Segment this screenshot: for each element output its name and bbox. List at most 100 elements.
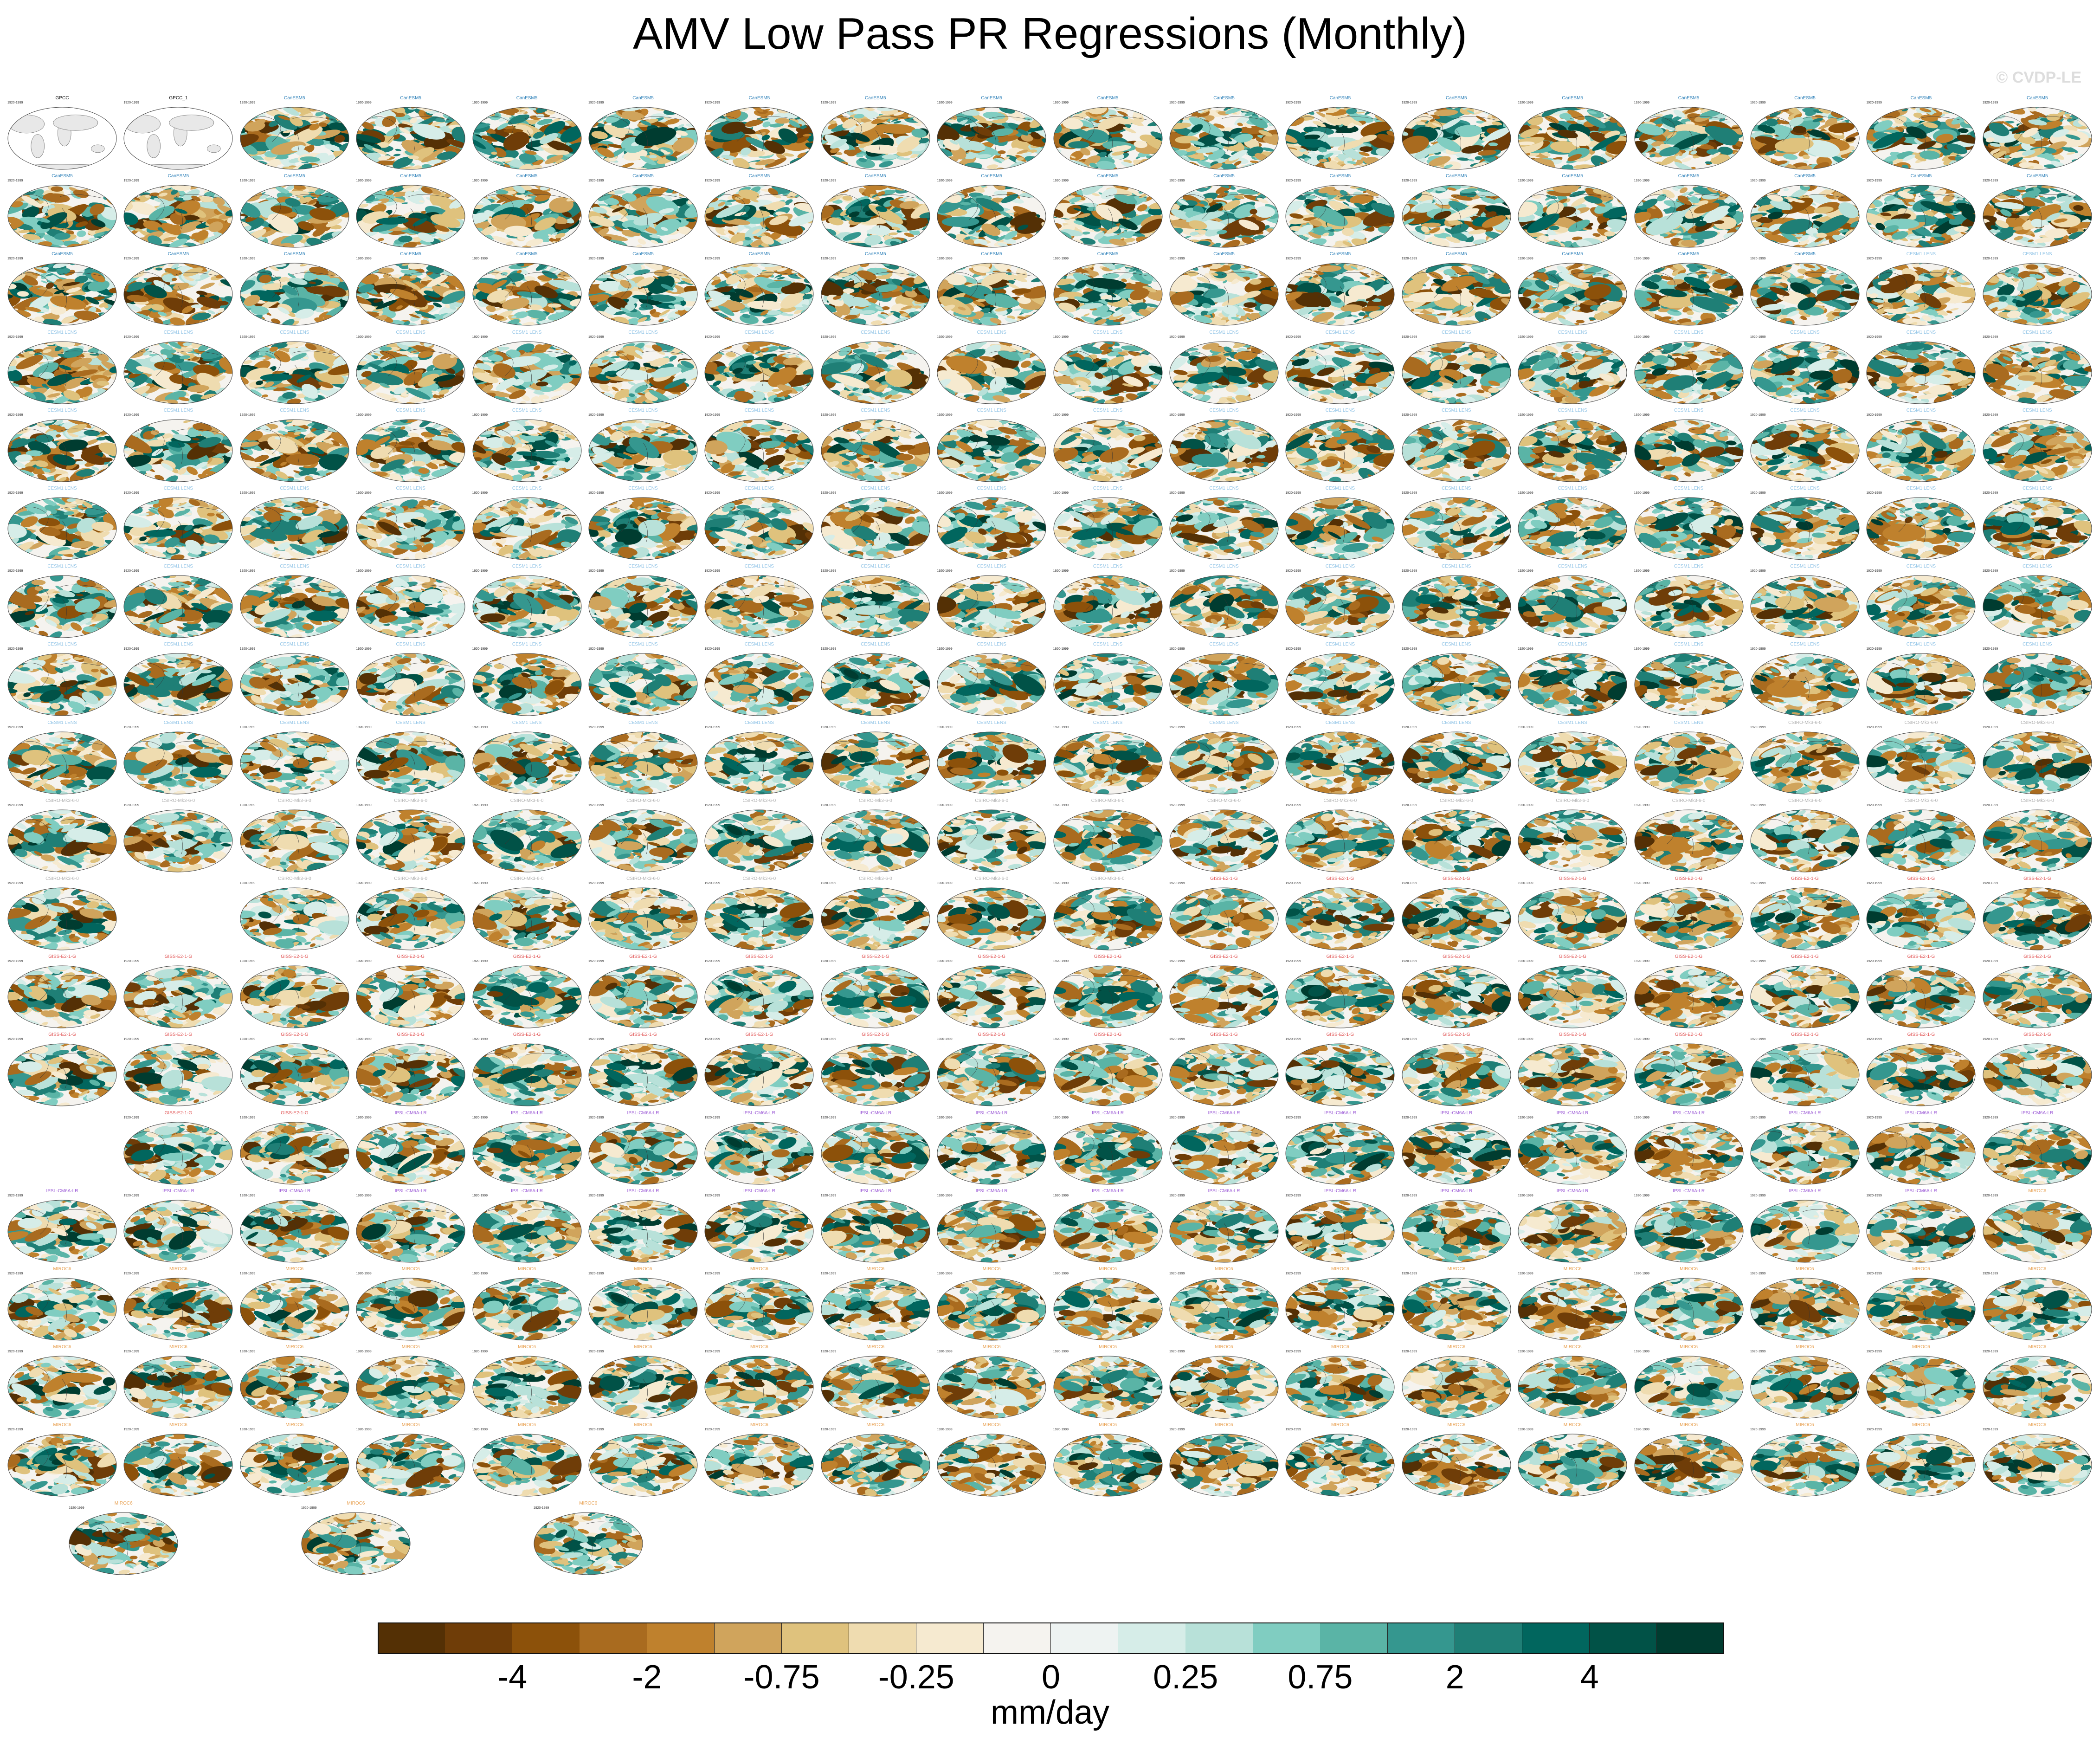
panel-years-label: 1920-1999 xyxy=(1518,1350,1533,1353)
panel-title: GISS-E2-1-G xyxy=(122,954,234,960)
model-map-panel: 1920-1999 CanESM5 xyxy=(239,96,350,172)
regression-map xyxy=(1169,497,1279,560)
panel-title: CanESM5 xyxy=(936,174,1047,179)
panel-years-label: 1920-1999 xyxy=(1053,1116,1069,1119)
model-map-panel: 1920-1999 CESM1 LENS xyxy=(355,486,466,562)
panel-years-label: 1920-1999 xyxy=(1518,101,1533,104)
panel-title: CESM1 LENS xyxy=(239,642,350,647)
model-map-panel: 1920-1999 CESM1 LENS xyxy=(355,720,466,796)
model-map-panel: 1920-1999 MIROC6 xyxy=(122,1267,234,1343)
regression-map xyxy=(704,1434,814,1497)
regression-map xyxy=(356,1278,465,1341)
panel-years-label: 1920-1999 xyxy=(1402,179,1417,182)
model-map-panel: 1920-1999 CESM1 LENS xyxy=(1749,330,1861,406)
regression-map xyxy=(588,107,698,170)
panel-years-label: 1920-1999 xyxy=(1983,179,1998,182)
panel-title: CESM1 LENS xyxy=(1168,720,1280,726)
panel-title: CESM1 LENS xyxy=(587,486,699,491)
regression-map xyxy=(472,1043,582,1106)
model-map-panel: 1920-1999 CanESM5 xyxy=(936,174,1047,250)
panel-years-label: 1920-1999 xyxy=(240,414,255,417)
regression-map xyxy=(1402,1043,1511,1106)
panel-title: CanESM5 xyxy=(820,96,931,101)
regression-map xyxy=(1053,107,1163,170)
model-map-panel: 1920-1999 IPSL-CM6A-LR xyxy=(239,1189,350,1265)
model-map-panel: 1920-1999 CSIRO-Mk3-6-0 xyxy=(936,876,1047,952)
panel-years-label: 1920-1999 xyxy=(1402,1116,1417,1119)
model-map-panel: 1920-1999 CSIRO-Mk3-6-0 xyxy=(6,876,118,952)
regression-map xyxy=(821,1356,930,1419)
model-map-panel: 1920-1999 CESM1 LENS xyxy=(587,720,699,796)
model-map-panel: 1920-1999 CSIRO-Mk3-6-0 xyxy=(1052,876,1164,952)
regression-map xyxy=(1285,1434,1395,1497)
regression-map xyxy=(472,965,582,1028)
panel-years-label: 1920-1999 xyxy=(704,257,720,260)
panel-title: CSIRO-Mk3-6-0 xyxy=(1982,798,2093,804)
panel-years-label: 1920-1999 xyxy=(1634,1272,1649,1275)
model-map-panel: 1920-1999 GISS-E2-1-G xyxy=(1168,876,1280,952)
panel-title: CSIRO-Mk3-6-0 xyxy=(703,798,815,804)
panel-title: CSIRO-Mk3-6-0 xyxy=(587,798,699,804)
panel-years-label: 1920-1999 xyxy=(1518,804,1533,807)
regression-map xyxy=(1518,965,1627,1028)
regression-map xyxy=(704,1043,814,1106)
panel-title: CESM1 LENS xyxy=(936,642,1047,647)
regression-map xyxy=(240,1122,349,1185)
colorbar xyxy=(378,1622,1725,1654)
panel-years-label: 1920-1999 xyxy=(472,414,488,417)
panel-title: CESM1 LENS xyxy=(587,330,699,336)
model-map-panel: 1920-1999 CanESM5 xyxy=(1401,252,1512,328)
model-map-panel: 1920-1999 CSIRO-Mk3-6-0 xyxy=(1401,798,1512,874)
model-map-panel: 1920-1999 CanESM5 xyxy=(1633,96,1745,172)
regression-map xyxy=(704,887,814,950)
model-map-panel: 1920-1999 GISS-E2-1-G xyxy=(1401,954,1512,1030)
regression-map xyxy=(1169,731,1279,795)
panel-years-label: 1920-1999 xyxy=(1053,101,1069,104)
regression-map xyxy=(472,185,582,248)
panel-title: CESM1 LENS xyxy=(1517,564,1628,569)
regression-map xyxy=(1750,809,1860,872)
panel-years-label: 1920-1999 xyxy=(1866,1194,1881,1197)
colorbar-tick-label: -0.75 xyxy=(744,1659,820,1696)
regression-map xyxy=(1634,575,1744,638)
regression-map xyxy=(1983,1200,2092,1263)
model-map-panel: 1920-1999 IPSL-CM6A-LR xyxy=(122,1189,234,1265)
panel-years-label: 1920-1999 xyxy=(472,1038,488,1041)
panel-title: CESM1 LENS xyxy=(1633,642,1745,647)
model-map-panel: 1920-1999 GISS-E2-1-G xyxy=(1517,876,1628,952)
panel-title: MIROC6 xyxy=(703,1267,815,1272)
regression-map xyxy=(937,419,1046,482)
regression-map xyxy=(1634,341,1744,404)
panel-title: GISS-E2-1-G xyxy=(1401,1032,1512,1038)
model-map-panel: 1920-1999 CanESM5 xyxy=(239,252,350,328)
panel-title: IPSL-CM6A-LR xyxy=(1517,1189,1628,1194)
panel-years-label: 1920-1999 xyxy=(123,726,139,729)
panel-title: MIROC6 xyxy=(587,1267,699,1272)
panel-title: GISS-E2-1-G xyxy=(355,1032,466,1038)
colorbar-segment xyxy=(714,1622,782,1654)
model-map-panel: 1920-1999 CanESM5 xyxy=(1052,96,1164,172)
panel-years-label: 1920-1999 xyxy=(1866,336,1881,339)
panel-years-label: 1920-1999 xyxy=(1634,647,1649,651)
model-map-panel: 1920-1999 IPSL-CM6A-LR xyxy=(1168,1111,1280,1187)
panel-years-label: 1920-1999 xyxy=(1634,882,1649,885)
panel-years-label: 1920-1999 xyxy=(704,1272,720,1275)
regression-map xyxy=(821,1278,930,1341)
model-map-panel: 1920-1999 CESM1 LENS xyxy=(936,486,1047,562)
model-map-panel: 1920-1999 CESM1 LENS xyxy=(1401,720,1512,796)
panel-title: GPCC xyxy=(6,96,118,101)
model-map-panel: 1920-1999 CSIRO-Mk3-6-0 xyxy=(1517,798,1628,874)
regression-map xyxy=(472,1434,582,1497)
panel-years-label: 1920-1999 xyxy=(1402,1428,1417,1431)
regression-map xyxy=(123,1043,233,1106)
model-map-panel: 1920-1999 CESM1 LENS xyxy=(1982,564,2093,640)
panel-years-label: 1920-1999 xyxy=(1518,960,1533,963)
model-map-panel: 1920-1999 GISS-E2-1-G xyxy=(1865,876,1977,952)
model-map-panel: 1920-1999 CESM1 LENS xyxy=(1865,408,1977,484)
panel-title: GISS-E2-1-G xyxy=(703,954,815,960)
regression-map xyxy=(1169,1434,1279,1497)
model-map-panel: 1920-1999 GISS-E2-1-G xyxy=(1633,1032,1745,1108)
model-map-panel: 1920-1999 IPSL-CM6A-LR xyxy=(6,1189,118,1265)
regression-map xyxy=(1750,185,1860,248)
panel-years-label: 1920-1999 xyxy=(1053,726,1069,729)
